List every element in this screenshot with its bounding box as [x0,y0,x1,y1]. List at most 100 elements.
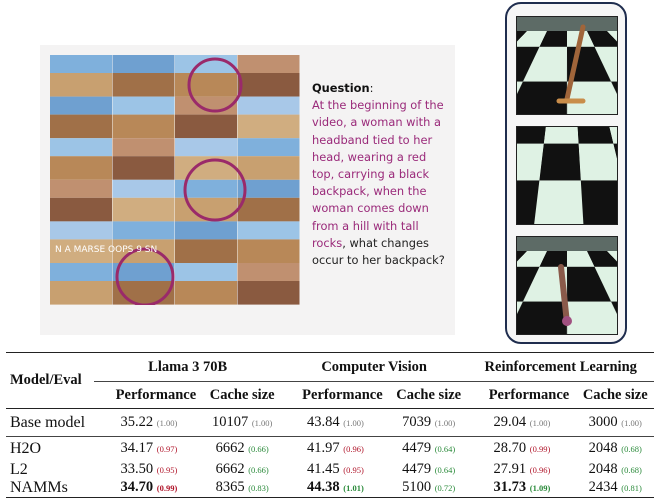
video-frame-thumbnail [112,55,175,97]
row-model-name: Base model [10,413,86,431]
cell-value: 10107 [211,414,249,430]
header-group-llama: Llama 3 70B [148,358,228,375]
header-cache-size: Cache size [576,381,654,409]
rl-simulation-panel [505,2,627,344]
header-performance: Performance [467,381,577,409]
cell-value: 3000 [588,414,618,430]
cell-value: 2048 [588,440,618,457]
cell-value: 4479 [402,440,432,457]
table-cell: 2048 (0.68) [576,437,654,461]
cell-ratio: (1.00) [529,418,551,428]
cell-value: 6662 [215,440,245,457]
sim-frame-hopper [516,16,618,115]
cell-ratio: (0.81) [621,483,642,493]
table-cell: 4479 (0.64) [390,461,467,479]
table-row: Base model 35.22 (1.00) 10107 (1.00) 43.84 … [6,409,654,437]
cell-value: 2048 [588,461,618,477]
cell-ratio: (0.83) [248,483,269,493]
table-cell: 41.45 (0.95) [281,461,390,479]
cell-value: 5100 [402,479,432,495]
cell-ratio: (0.99) [529,444,551,455]
cell-ratio: (1.00) [251,418,273,428]
highlight-circle [183,158,247,222]
cell-ratio: (0.96) [529,465,551,475]
cell-value: 34.70 [120,479,154,495]
table-cell: 5100 (0.72) [390,479,467,498]
video-overlay-text: N A MARSE OOPS 9 SN [55,245,157,255]
video-frame-thumbnail [50,263,112,305]
table-cell: 4479 (0.64) [390,437,467,461]
table-row: H2O 34.17 (0.97) 6662 (0.66) 41.97 (0.96) 44… [6,437,654,461]
cell-value: 35.22 [120,414,154,430]
table-cell: 35.22 (1.00) [94,409,203,437]
cell-value: 27.91 [493,461,527,477]
table-cell: 41.97 (0.96) [281,437,390,461]
cell-value: 4479 [402,461,432,477]
highlight-circle [187,57,243,113]
header-performance: Performance [280,381,390,409]
video-frame-thumbnail [175,179,237,222]
cell-ratio: (1.00) [621,418,642,428]
table-cell: 28.70 (0.99) [467,437,576,461]
table-cell: 6662 (0.66) [203,437,280,461]
table-cell: 7039 (1.00) [390,409,467,437]
video-frame-thumbnail [175,221,237,263]
cell-ratio: (1.00) [434,418,456,428]
cell-value: 31.73 [493,479,527,495]
header-performance: Performance [94,381,204,409]
cell-ratio: (1.09) [529,483,551,493]
cell-ratio: (0.68) [621,465,642,475]
cell-ratio: (1.00) [156,418,178,428]
row-model-name: H2O [10,439,42,457]
video-frame-thumbnail [175,263,237,305]
cell-ratio: (1.00) [343,418,364,428]
header-cache-size: Cache size [203,381,281,409]
table-row: NAMMs 34.70 (0.99) 8365 (0.83) 44.38 (1.01)… [6,478,654,498]
header-cache-size: Cache size [389,381,468,409]
cell-ratio: (0.68) [621,444,642,455]
table-cell: 2048 (0.68) [576,461,654,479]
table-cell: 33.50 (0.95) [94,461,203,479]
cell-value: 28.70 [493,440,527,457]
cell-ratio: (0.64) [434,444,456,455]
video-frame-thumbnail [237,55,300,97]
cell-ratio: (0.99) [156,483,178,493]
video-frame-thumbnail [50,96,112,139]
video-frame-thumbnail [112,179,175,222]
header-group-rl: Reinforcement Learning [484,358,637,375]
results-table: Model/Eval Llama 3 70B Computer Vision R… [6,352,654,498]
video-frame-thumbnail [112,221,175,263]
header-group-cv: Computer Vision [321,358,427,375]
cell-ratio: (0.95) [343,465,364,475]
cell-value: 7039 [402,414,432,430]
video-frame-thumbnail [237,221,300,263]
cell-value: 2434 [588,479,618,495]
cell-ratio: (0.66) [248,444,269,455]
video-frame-thumbnail [175,138,237,180]
cell-ratio: (0.95) [156,465,178,475]
cell-value: 8365 [215,479,245,495]
table-cell: 8365 (0.83) [203,479,280,498]
header-model-eval: Model/Eval [10,372,82,388]
video-frame-thumbnail [237,263,300,305]
cell-value: 29.04 [493,414,527,430]
cell-value: 43.84 [307,414,340,430]
video-frame-thumbnail [50,179,112,222]
row-model-name: L2 [10,460,28,478]
highlight-circle [115,247,175,305]
table-cell: 43.84 (1.00) [281,409,390,437]
question-colon: : [369,81,374,95]
table-row: L2 33.50 (0.95) 6662 (0.66) 41.45 (0.95) 447… [6,461,654,479]
cell-value: 33.50 [120,461,154,477]
question-rest: , what changes occur to her backpack? [312,235,445,268]
video-frame-thumbnail [50,221,112,263]
video-frame-thumbnail [237,179,300,222]
row-model-name: NAMMs [10,478,68,496]
video-frame-thumbnail [237,96,300,139]
cell-value: 34.17 [120,440,154,457]
cell-value: 6662 [215,461,245,477]
cell-ratio: (0.66) [248,465,269,475]
question-label: Question [312,81,370,95]
table-cell: 2434 (0.81) [576,479,654,498]
cell-ratio: (1.01) [343,483,364,493]
